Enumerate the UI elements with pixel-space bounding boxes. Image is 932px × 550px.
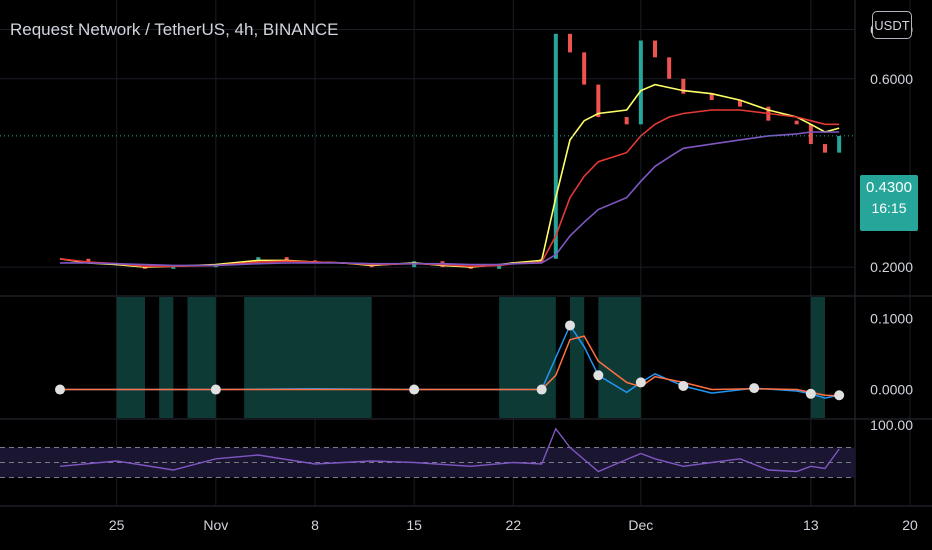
signal-band: [499, 297, 556, 418]
candle[interactable]: [553, 33, 558, 259]
candle[interactable]: [86, 258, 91, 263]
time-axis-label: 13: [803, 517, 819, 533]
candle[interactable]: [468, 267, 473, 269]
candle[interactable]: [823, 144, 827, 153]
moving-average-line: [59, 83, 840, 268]
chart-title: Request Network / TetherUS, 4h, BINANCE: [10, 20, 339, 39]
currency-button[interactable]: USDT: [872, 11, 912, 39]
candle[interactable]: [497, 264, 502, 269]
rsi-pane[interactable]: [0, 427, 855, 478]
oscillator-tick-label: 0.0000: [870, 382, 913, 398]
crossover-dot[interactable]: [834, 390, 845, 401]
crossover-dot[interactable]: [749, 383, 760, 394]
candle[interactable]: [568, 33, 572, 53]
candle[interactable]: [638, 40, 643, 125]
crossover-dot[interactable]: [55, 384, 65, 395]
oscillator-tick-label: 0.1000: [870, 310, 913, 326]
crossover-dot[interactable]: [536, 384, 547, 395]
candle[interactable]: [709, 93, 714, 101]
candle[interactable]: [681, 78, 686, 94]
oscillator-line: [60, 323, 840, 399]
price-tick-label: 0.6000: [870, 71, 913, 87]
time-axis-label: 22: [506, 517, 522, 533]
time-axis-label: 20: [902, 517, 918, 533]
time-axis-label: 25: [109, 517, 125, 533]
crossover-dot[interactable]: [635, 377, 646, 388]
moving-average-line: [59, 109, 840, 268]
rsi-tick-label: 100.00: [870, 417, 913, 433]
rsi-line: [59, 427, 840, 473]
candle[interactable]: [596, 84, 601, 118]
candle[interactable]: [653, 40, 657, 58]
candle[interactable]: [794, 120, 799, 125]
signal-band: [570, 297, 585, 418]
oscillator-line: [60, 335, 840, 397]
candle[interactable]: [667, 57, 672, 79]
crossover-dot[interactable]: [678, 380, 689, 391]
signal-band: [810, 297, 825, 418]
last-price-value: 0.4300: [866, 179, 912, 196]
crossover-dot[interactable]: [805, 388, 816, 399]
signal-band: [187, 297, 216, 418]
bar-countdown: 16:15: [871, 200, 907, 216]
crossover-dot[interactable]: [409, 384, 420, 395]
crossover-dot[interactable]: [593, 370, 604, 381]
signal-band: [244, 297, 372, 418]
oscillator-pane[interactable]: [55, 297, 845, 418]
candle[interactable]: [582, 52, 587, 85]
grid-lines: [0, 0, 932, 507]
price-pane[interactable]: [0, 33, 855, 269]
time-axis-label: Dec: [628, 517, 653, 533]
crossover-dot[interactable]: [565, 320, 575, 331]
price-tick-label: 0.2000: [870, 259, 913, 275]
candle[interactable]: [171, 267, 176, 269]
crossover-dot[interactable]: [210, 384, 221, 395]
moving-average-line: [60, 131, 840, 267]
signal-band: [598, 297, 641, 418]
candle[interactable]: [738, 100, 742, 107]
signal-band: [116, 297, 145, 418]
candle[interactable]: [624, 117, 629, 125]
time-axis-label: 15: [406, 517, 422, 533]
time-axis-label: Nov: [203, 517, 228, 533]
time-axis-label: 8: [311, 517, 319, 533]
candle[interactable]: [284, 257, 289, 261]
last-price-tag: 0.4300 16:15: [860, 175, 918, 231]
candle[interactable]: [808, 124, 813, 145]
signal-band: [159, 297, 174, 418]
candle[interactable]: [837, 135, 842, 153]
